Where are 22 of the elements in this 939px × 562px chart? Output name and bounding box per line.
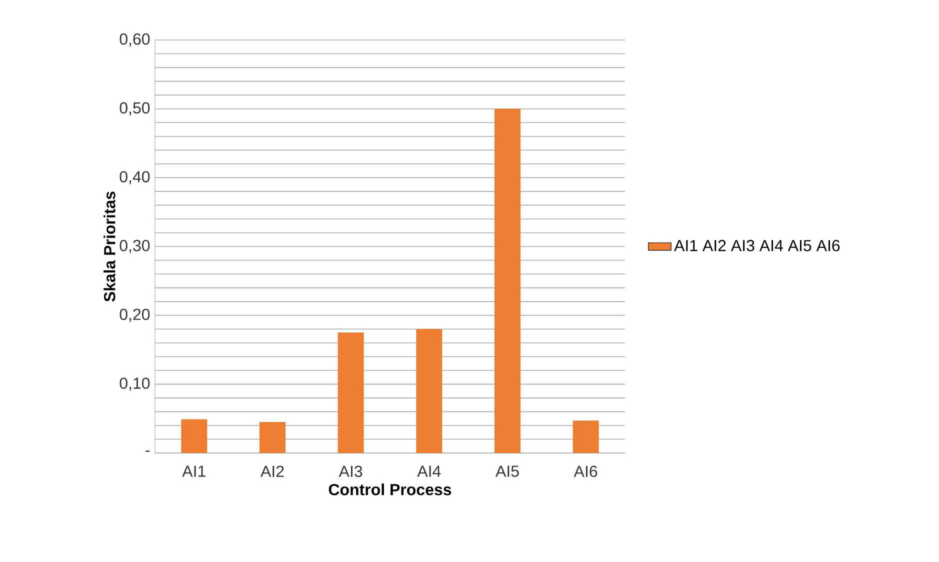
x-axis-title: Control Process	[328, 484, 452, 496]
y-tick-label: 0,60	[120, 33, 150, 47]
bar	[181, 419, 208, 453]
legend-label: AI1 AI2 AI3 AI4 AI5 AI6	[674, 240, 840, 252]
x-tick-label: AI3	[338, 466, 362, 478]
bar	[494, 108, 520, 453]
y-axis-title: Skala Prioritas	[104, 192, 116, 302]
y-tick-label: 0,30	[120, 240, 150, 254]
y-tick-label: 0,50	[120, 102, 150, 116]
x-tick-label: AI6	[574, 466, 598, 478]
y-tick-label: 0,40	[120, 171, 150, 184]
y-tick-label: -	[146, 450, 150, 452]
bar	[416, 329, 442, 453]
bar	[260, 422, 286, 453]
bar	[338, 332, 364, 453]
y-tick-label: 0,10	[120, 378, 150, 391]
bar	[572, 420, 599, 453]
y-tick-label: 0,20	[120, 308, 150, 322]
x-tick-label: AI4	[417, 466, 441, 477]
x-tick-label: AI2	[260, 466, 284, 477]
x-tick-label: AI5	[496, 466, 519, 477]
x-tick-label: AI1	[182, 466, 206, 477]
